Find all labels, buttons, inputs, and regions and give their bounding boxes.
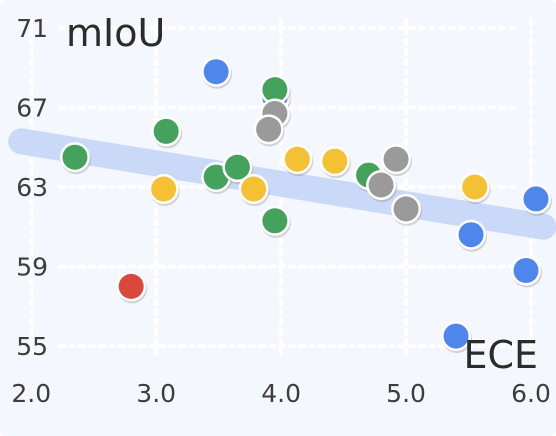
data-point-0-2 xyxy=(521,183,553,216)
point-fill xyxy=(203,164,229,190)
point-fill xyxy=(224,154,250,180)
data-point-2-4 xyxy=(459,172,491,204)
point-fill xyxy=(62,144,88,170)
x-axis-title: ECE xyxy=(463,333,538,377)
x-tick-label-2: 4.0 xyxy=(261,379,301,408)
x-tick-label-1: 3.0 xyxy=(136,379,176,408)
data-point-1-3 xyxy=(222,152,254,185)
data-point-3-1 xyxy=(253,114,285,147)
data-point-2-0 xyxy=(148,173,180,206)
y-tick-label-3: 67 xyxy=(16,94,48,123)
point-fill xyxy=(462,174,488,200)
point-fill xyxy=(262,208,288,234)
data-point-1-4 xyxy=(259,74,291,107)
x-tick-label-0: 2.0 xyxy=(11,379,51,408)
point-fill xyxy=(443,323,469,349)
data-point-0-4 xyxy=(511,255,543,288)
data-point-1-5 xyxy=(259,205,291,238)
points-layer xyxy=(59,56,553,354)
trend-layer xyxy=(8,128,556,240)
point-fill xyxy=(383,146,409,172)
data-point-3-2 xyxy=(366,170,398,203)
point-fill xyxy=(256,116,282,142)
data-point-2-1 xyxy=(238,173,270,206)
trend-line xyxy=(8,128,556,240)
point-fill xyxy=(241,176,267,202)
y-axis-title: mIoU xyxy=(66,11,165,55)
point-fill xyxy=(118,273,144,299)
x-tick-label-3: 5.0 xyxy=(386,379,426,408)
data-point-3-4 xyxy=(391,193,423,226)
x-tick-label-4: 6.0 xyxy=(511,379,551,408)
ticks-layer: 2.0 3.0 4.0 5.0 6.0 55 59 63 67 71 xyxy=(11,14,551,408)
point-fill xyxy=(458,222,484,248)
point-fill xyxy=(513,257,539,283)
data-point-2-2 xyxy=(282,144,314,177)
data-point-0-5 xyxy=(441,321,473,354)
data-point-1-1 xyxy=(151,116,183,149)
point-fill xyxy=(203,59,229,85)
point-fill xyxy=(284,146,310,172)
data-point-4-0 xyxy=(116,271,148,304)
y-tick-label-4: 71 xyxy=(16,14,48,43)
point-fill xyxy=(262,77,288,103)
data-point-3-3 xyxy=(381,144,413,177)
point-fill xyxy=(153,118,179,144)
point-fill xyxy=(393,196,419,222)
data-point-0-3 xyxy=(456,219,488,252)
y-tick-label-0: 55 xyxy=(16,332,48,361)
point-fill xyxy=(151,176,177,202)
point-fill xyxy=(322,148,348,174)
data-point-1-0 xyxy=(59,142,91,175)
data-point-2-3 xyxy=(319,146,351,179)
y-tick-label-2: 63 xyxy=(16,173,48,202)
data-point-0-0 xyxy=(201,56,233,89)
y-tick-label-1: 59 xyxy=(16,253,48,282)
point-fill xyxy=(523,186,549,212)
point-fill xyxy=(368,172,394,198)
